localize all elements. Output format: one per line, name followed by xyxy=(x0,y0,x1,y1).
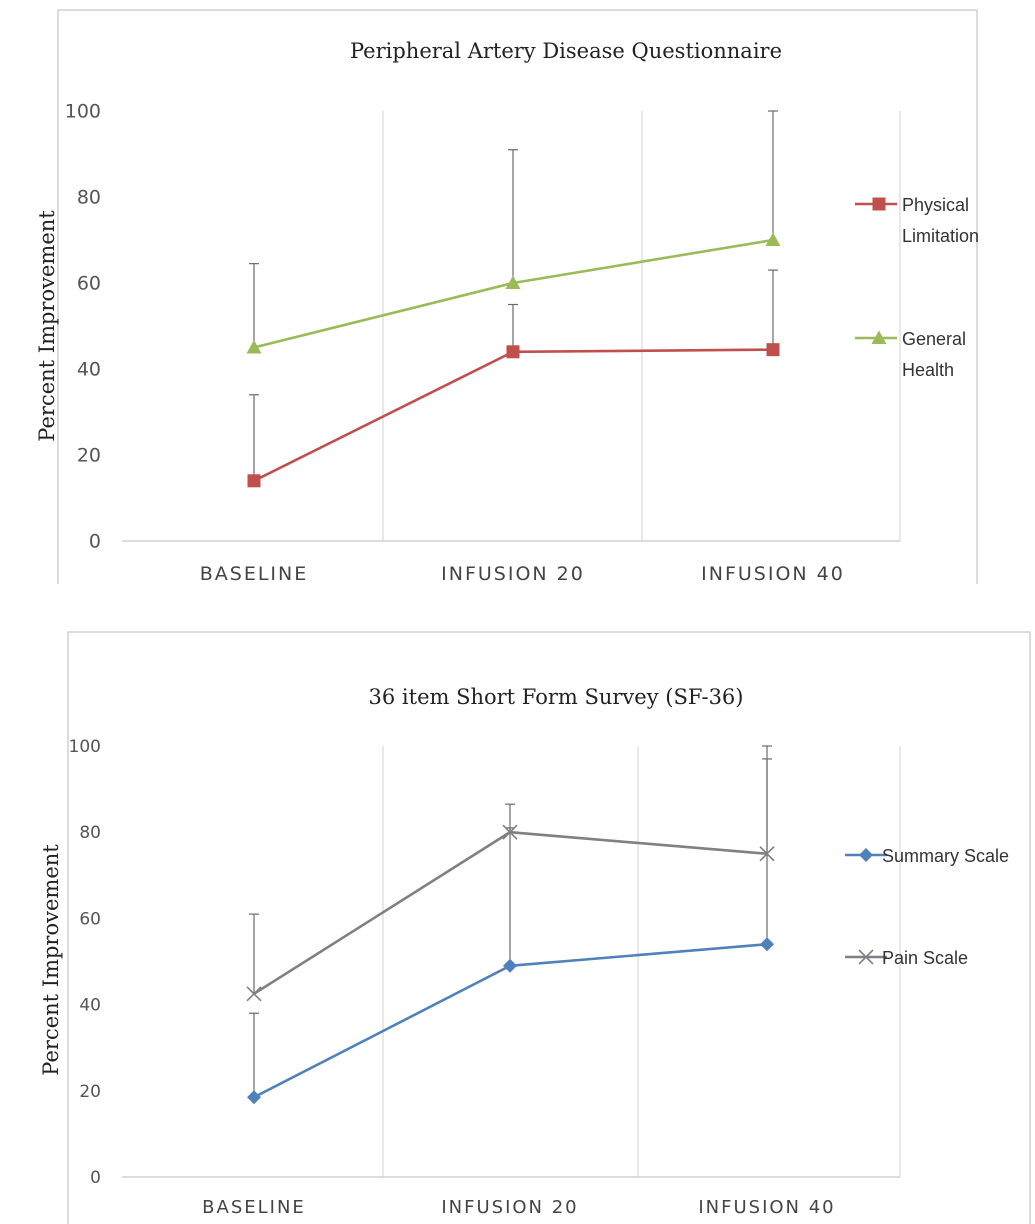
error-bar xyxy=(768,269,778,350)
chart-frame xyxy=(57,9,978,584)
legend-marker xyxy=(871,330,887,344)
error-bar xyxy=(762,745,772,854)
legend-marker xyxy=(872,197,886,211)
chart-frame xyxy=(67,631,1031,1224)
y-tick-label: 80 xyxy=(77,187,101,209)
series-line xyxy=(253,348,774,482)
error-bar xyxy=(505,827,515,966)
legend-label: Physical xyxy=(902,195,969,215)
y-tick-label: 80 xyxy=(79,823,101,843)
data-point xyxy=(766,343,780,357)
chart-title: 36 item Short Form Survey (SF-36) xyxy=(369,685,744,709)
data-point xyxy=(759,846,775,862)
legend-label: Limitation xyxy=(902,226,979,246)
y-tick-label: 0 xyxy=(89,531,101,553)
error-bar xyxy=(249,263,259,348)
legend-label: Health xyxy=(902,360,954,380)
data-point xyxy=(247,1090,261,1105)
error-bar xyxy=(249,394,259,481)
y-tick-label: 100 xyxy=(65,101,101,123)
legend-label: General xyxy=(902,329,966,349)
chart-title: Peripheral Artery Disease Questionnaire xyxy=(350,39,782,63)
x-category-label: INFUSION 40 xyxy=(701,563,845,585)
y-tick-label: 60 xyxy=(79,909,101,929)
chart-2: 36 item Short Form Survey (SF-36) Percent… xyxy=(39,631,1031,1224)
legend-marker xyxy=(859,848,873,862)
legend-item: Physical Limitation xyxy=(855,195,979,246)
legend-item: Pain Scale xyxy=(845,948,968,968)
y-axis-label: Percent Improvement xyxy=(39,844,63,1076)
y-tick-label: 20 xyxy=(79,1082,101,1102)
x-category-label: BASELINE xyxy=(200,563,309,585)
y-tick-label: 40 xyxy=(79,996,101,1016)
x-category-label: INFUSION 40 xyxy=(698,1197,835,1218)
error-bar xyxy=(768,110,778,240)
legend-marker xyxy=(858,949,874,965)
legend-item: Summary Scale xyxy=(845,846,1009,866)
data-point xyxy=(760,937,774,952)
error-bar xyxy=(508,303,518,352)
data-point xyxy=(247,474,261,488)
y-tick-label: 60 xyxy=(77,273,101,295)
data-point xyxy=(506,345,520,359)
data-point xyxy=(502,824,518,840)
y-tick-label: 40 xyxy=(77,359,101,381)
error-bar xyxy=(508,149,518,283)
legend-item: General Health xyxy=(855,329,966,380)
legend-label: Summary Scale xyxy=(882,846,1009,866)
y-tick-label: 0 xyxy=(90,1168,101,1188)
error-bar xyxy=(249,913,259,994)
x-category-label: BASELINE xyxy=(202,1197,306,1218)
data-point xyxy=(503,958,517,973)
legend-label: Pain Scale xyxy=(882,948,968,968)
data-point xyxy=(246,340,262,354)
y-tick-label: 20 xyxy=(77,445,101,467)
y-axis-label: Percent Improvement xyxy=(35,210,59,442)
data-point xyxy=(505,275,521,289)
data-point xyxy=(765,232,781,246)
data-point xyxy=(246,986,262,1002)
x-category-label: INFUSION 20 xyxy=(441,1197,578,1218)
x-category-label: INFUSION 20 xyxy=(441,563,585,585)
error-bar xyxy=(249,1012,259,1098)
error-bar xyxy=(505,803,515,833)
chart-1: Peripheral Artery Disease Questionnaire P… xyxy=(35,9,979,585)
y-tick-label: 100 xyxy=(69,737,101,757)
